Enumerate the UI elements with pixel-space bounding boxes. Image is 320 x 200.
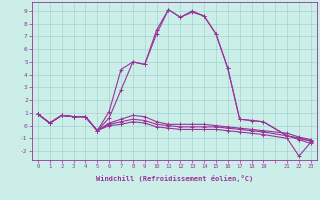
X-axis label: Windchill (Refroidissement éolien,°C): Windchill (Refroidissement éolien,°C) — [96, 175, 253, 182]
